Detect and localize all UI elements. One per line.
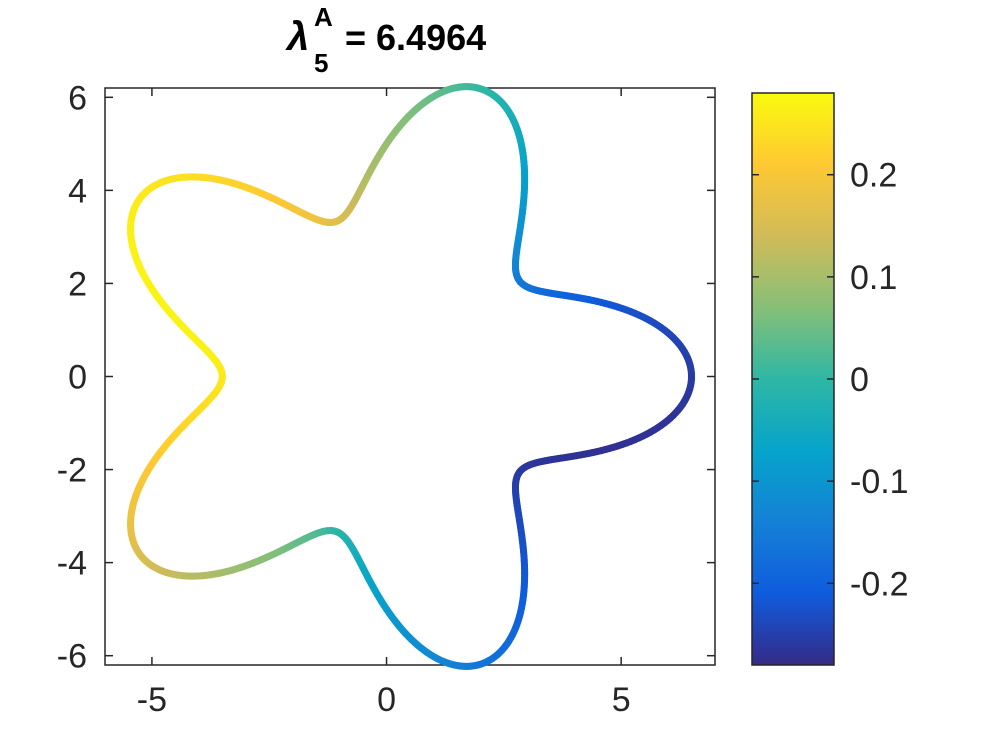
title-symbol: λ (285, 15, 309, 59)
title-subscript: 5 (314, 48, 328, 78)
colorbar-tick-label: 0 (850, 361, 869, 399)
y-tick-label: -2 (57, 452, 87, 490)
title-value: = 6.4964 (345, 17, 486, 58)
axes-box (104, 87, 716, 666)
x-tick-label: -5 (137, 681, 167, 719)
colorbar-tick-label: -0.1 (850, 463, 909, 501)
y-tick-label: 4 (68, 172, 87, 210)
y-tick-label: -4 (57, 545, 87, 583)
colorbar: -0.2 -0.1 0 0.1 0.2 (751, 92, 909, 666)
y-tick-label: 2 (68, 265, 87, 303)
colorbar-tick-label: 0.2 (850, 157, 897, 195)
colorbar-tick-label: 0.1 (850, 259, 897, 297)
curve (127, 83, 696, 670)
y-tick-label: 0 (68, 359, 87, 397)
y-tick-label: -6 (57, 638, 87, 676)
x-tick-label: 0 (377, 681, 396, 719)
colorbar-gradient (751, 92, 835, 666)
x-tick-label: 5 (612, 681, 631, 719)
colorbar-tick-label: -0.2 (850, 565, 909, 603)
x-axis-ticks: -5 0 5 (137, 88, 631, 719)
y-tick-label: 6 (68, 79, 87, 117)
y-axis-ticks: -6 -4 -2 0 2 4 6 (57, 79, 715, 676)
plot-area: -5 0 5 -6 -4 -2 0 2 4 6 (57, 79, 716, 719)
chart-title: λ A 5 = 6.4964 (285, 2, 486, 78)
title-superscript: A (314, 2, 333, 32)
colorbar-ticks: -0.2 -0.1 0 0.1 0.2 (752, 157, 909, 603)
